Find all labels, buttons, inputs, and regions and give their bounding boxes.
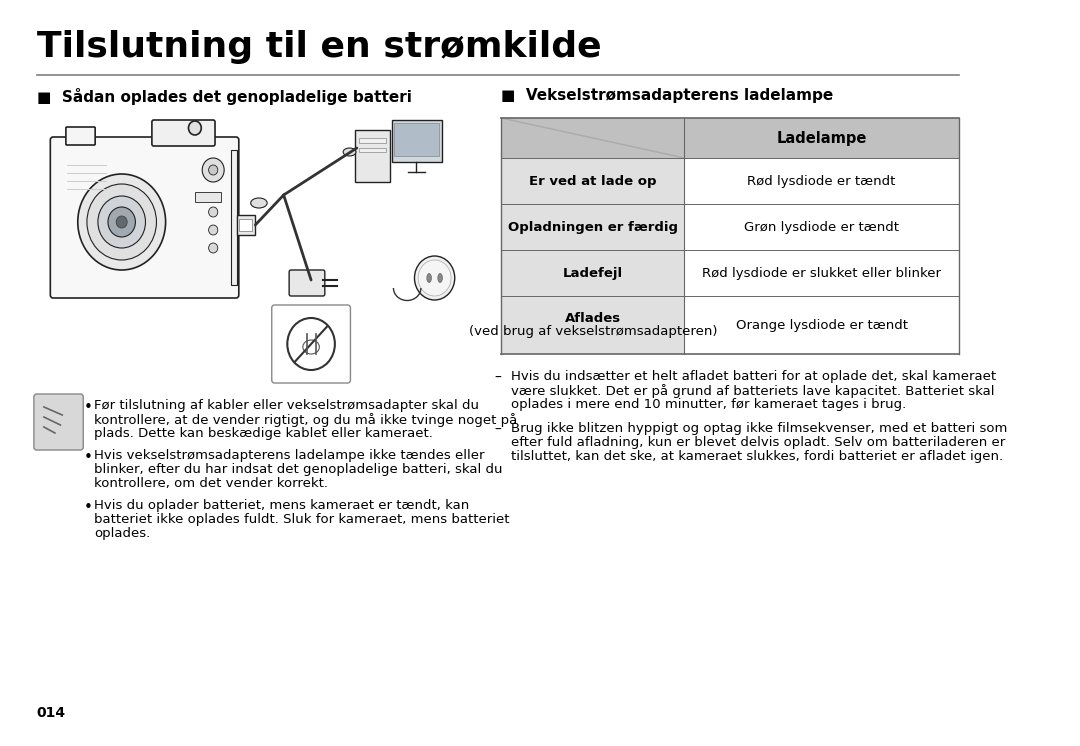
Circle shape (108, 207, 135, 237)
Circle shape (418, 260, 451, 296)
Text: •: • (83, 450, 92, 465)
Bar (237, 215, 255, 235)
FancyBboxPatch shape (66, 127, 95, 145)
Bar (231, 150, 237, 285)
Ellipse shape (427, 274, 431, 283)
Text: Hvis vekselstrømsadapterens ladelampe ikke tændes eller: Hvis vekselstrømsadapterens ladelampe ik… (94, 449, 485, 462)
FancyBboxPatch shape (272, 305, 350, 383)
Ellipse shape (343, 148, 356, 156)
Text: –: – (494, 423, 501, 437)
Text: oplades.: oplades. (94, 527, 150, 540)
Text: Rød lysdiode er tændt: Rød lysdiode er tændt (747, 175, 895, 187)
Circle shape (415, 256, 455, 300)
Text: Hvis du oplader batteriet, mens kameraet er tændt, kan: Hvis du oplader batteriet, mens kameraet… (94, 499, 470, 512)
Bar (685, 204, 959, 250)
Text: tilsluttet, kan det ske, at kameraet slukkes, fordi batteriet er afladet igen.: tilsluttet, kan det ske, at kameraet slu… (511, 450, 1002, 463)
Text: efter fuld afladning, kun er blevet delvis opladt. Selv om batteriladeren er: efter fuld afladning, kun er blevet delv… (511, 436, 1004, 449)
Circle shape (208, 225, 218, 235)
Text: Brug ikke blitzen hyppigt og optag ikke filmsekvenser, med et batteri som: Brug ikke blitzen hyppigt og optag ikke … (511, 422, 1007, 435)
Text: Opladningen er færdig: Opladningen er færdig (508, 221, 678, 233)
Bar (685, 296, 959, 354)
Circle shape (208, 165, 218, 175)
Circle shape (86, 184, 157, 260)
Bar (685, 158, 959, 204)
Bar (501, 296, 685, 354)
Text: ■  Vekselstrømsadapterens ladelampe: ■ Vekselstrømsadapterens ladelampe (501, 88, 834, 103)
Bar (194, 192, 220, 202)
Text: ■  Sådan oplades det genopladelige batteri: ■ Sådan oplades det genopladelige batter… (37, 88, 411, 105)
Bar (501, 118, 685, 158)
Text: kontrollere, at de vender rigtigt, og du må ikke tvinge noget på: kontrollere, at de vender rigtigt, og du… (94, 413, 517, 427)
Text: 014: 014 (37, 706, 66, 720)
Text: Ladelampe: Ladelampe (777, 131, 867, 145)
Text: Grøn lysdiode er tændt: Grøn lysdiode er tændt (744, 221, 900, 233)
Text: Orange lysdiode er tændt: Orange lysdiode er tændt (735, 319, 907, 331)
Circle shape (208, 207, 218, 217)
Bar (685, 250, 959, 296)
Text: blinker, efter du har indsat det genopladelige batteri, skal du: blinker, efter du har indsat det genopla… (94, 463, 503, 476)
Text: –: – (494, 371, 501, 385)
Ellipse shape (437, 274, 443, 283)
Text: •: • (83, 400, 92, 415)
FancyBboxPatch shape (152, 120, 215, 146)
Circle shape (202, 158, 225, 182)
Circle shape (208, 243, 218, 253)
FancyBboxPatch shape (33, 394, 83, 450)
Bar (359, 148, 387, 152)
Text: Ladefejl: Ladefejl (563, 266, 623, 280)
Text: (ved brug af vekselstrømsadapteren): (ved brug af vekselstrømsadapteren) (469, 325, 717, 339)
Text: Tilslutning til en strømkilde: Tilslutning til en strømkilde (37, 30, 602, 64)
Text: plads. Dette kan beskædige kablet eller kameraet.: plads. Dette kan beskædige kablet eller … (94, 427, 433, 440)
Text: •: • (83, 500, 92, 515)
Ellipse shape (251, 198, 267, 208)
Bar (501, 158, 685, 204)
Bar (239, 219, 252, 231)
Circle shape (98, 196, 146, 248)
Text: Hvis du indsætter et helt afladet batteri for at oplade det, skal kameraet: Hvis du indsætter et helt afladet batter… (511, 370, 996, 383)
FancyBboxPatch shape (289, 270, 325, 296)
Text: Før tilslutning af kabler eller vekselstrømsadapter skal du: Før tilslutning af kabler eller vekselst… (94, 399, 480, 412)
Bar (355, 130, 390, 182)
Circle shape (189, 121, 201, 135)
Text: Aflades: Aflades (565, 312, 621, 325)
Circle shape (117, 216, 127, 228)
Text: batteriet ikke oplades fuldt. Sluk for kameraet, mens batteriet: batteriet ikke oplades fuldt. Sluk for k… (94, 513, 510, 526)
Text: Er ved at lade op: Er ved at lade op (529, 175, 657, 187)
Bar (501, 118, 959, 158)
Bar (359, 138, 387, 143)
Bar (501, 250, 685, 296)
Text: Rød lysdiode er slukket eller blinker: Rød lysdiode er slukket eller blinker (702, 266, 941, 280)
Text: oplades i mere end 10 minutter, før kameraet tages i brug.: oplades i mere end 10 minutter, før kame… (511, 398, 906, 411)
Bar (501, 204, 685, 250)
Bar (392, 120, 442, 162)
FancyBboxPatch shape (51, 137, 239, 298)
Circle shape (78, 174, 165, 270)
Text: kontrollere, om det vender korrekt.: kontrollere, om det vender korrekt. (94, 477, 328, 490)
Bar (394, 123, 440, 156)
Text: være slukket. Det er på grund af batteriets lave kapacitet. Batteriet skal: være slukket. Det er på grund af batteri… (511, 384, 994, 398)
